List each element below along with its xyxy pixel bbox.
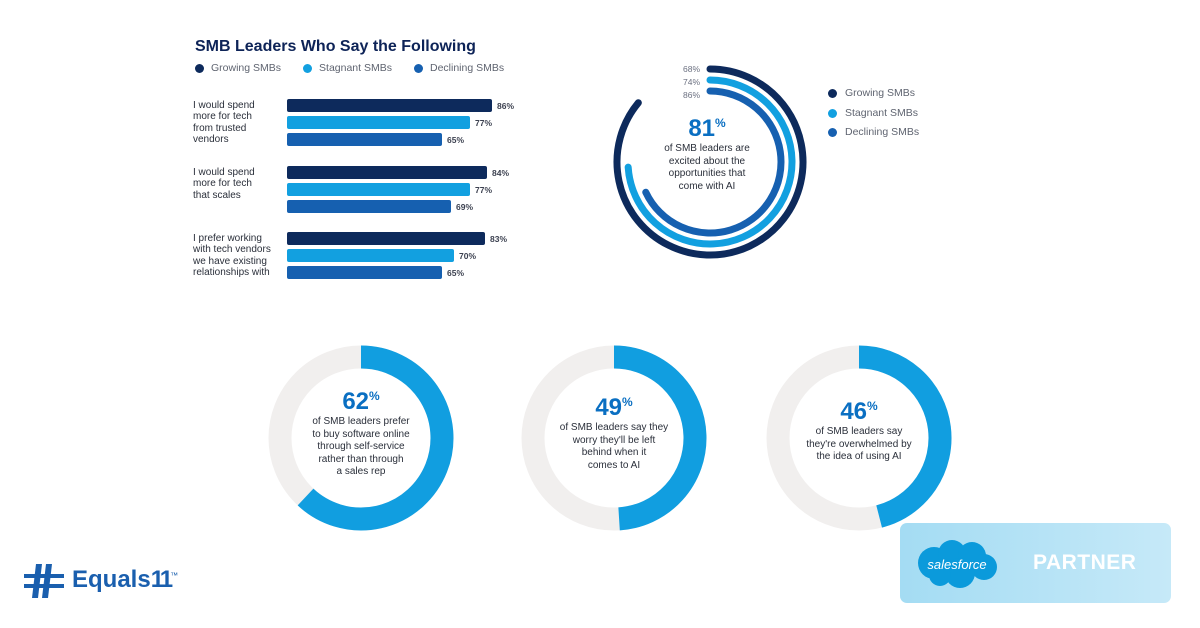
- legend-item-declining: Declining SMBs: [414, 62, 504, 74]
- stat-description: of SMB leaders say they're overwhelmed by…: [806, 426, 912, 462]
- donut-arc: [297, 345, 454, 531]
- donut-arc: [613, 345, 707, 531]
- bar-value-label: 86%: [497, 101, 515, 111]
- ring-value-label: 74%: [682, 77, 700, 87]
- ring-arc-declining-smbs: [642, 87, 785, 237]
- concentric-ring-chart: [613, 65, 807, 259]
- bar: [287, 200, 451, 213]
- bar-value-label: 84%: [492, 168, 510, 178]
- legend-dot: [828, 127, 837, 137]
- legend-dot: [195, 63, 204, 73]
- bar: [287, 99, 492, 112]
- bar: [287, 266, 442, 279]
- legend-dot: [414, 63, 423, 73]
- stat-block-46: 46% of SMB leaders say they're overwhelme…: [789, 398, 929, 464]
- donut-chart-62: [268, 345, 454, 531]
- bar-value-label: 77%: [475, 185, 493, 195]
- equals-logo-icon: [24, 564, 64, 598]
- legend-label: Stagnant SMBs: [845, 107, 918, 119]
- bar: [287, 232, 485, 245]
- legend-dot: [303, 63, 313, 73]
- bar: [287, 183, 470, 196]
- ring-legend-growing: Growing SMBs: [828, 87, 915, 99]
- legend-label: Declining SMBs: [430, 62, 505, 74]
- bar-value-label: 69%: [456, 202, 474, 212]
- salesforce-partner-badge: salesforce PARTNER: [900, 523, 1171, 603]
- equals-logo-text: Equals11™: [72, 566, 179, 593]
- stat-value: 46%: [840, 398, 878, 425]
- bar-category-label: I prefer working with tech vendors we have…: [193, 233, 271, 278]
- ring-legend-stagnant: Stagnant SMBs: [828, 107, 918, 119]
- partner-label: PARTNER: [1033, 551, 1137, 574]
- bar-value-label: 65%: [447, 135, 465, 145]
- bar-category-label: I would spend more for tech from trusted ve…: [193, 100, 255, 145]
- legend-label: Growing SMBs: [211, 62, 282, 74]
- salesforce-logo-text: salesforce: [927, 557, 986, 572]
- bar-value-label: 77%: [475, 118, 493, 128]
- legend-label: Declining SMBs: [845, 126, 920, 138]
- bar-value-label: 65%: [447, 268, 465, 278]
- bar-category-label: I would spend more for tech that scales: [193, 167, 255, 201]
- bar-value-label: 70%: [459, 251, 477, 261]
- ring-value-label: 68%: [682, 64, 700, 74]
- stat-block-62: 62% of SMB leaders prefer to buy software…: [291, 388, 431, 479]
- legend-item-stagnant: Stagnant SMBs: [303, 62, 392, 74]
- bar-chart-title: SMB Leaders Who Say the Following: [195, 38, 476, 55]
- donut-arc: [858, 345, 952, 528]
- bar: [287, 133, 442, 146]
- bar-chart-legend: Growing SMBs Stagnant SMBs Declining SMB…: [195, 62, 504, 74]
- ring-value-label: 86%: [682, 90, 700, 100]
- ring-center-value: 81%: [688, 115, 726, 142]
- bar: [287, 166, 487, 179]
- ring-arc-growing-smbs: [613, 65, 807, 259]
- ring-center: 81% of SMB leaders are excited about the…: [652, 115, 762, 193]
- ring-arc-stagnant-smbs: [624, 76, 796, 248]
- stat-block-49: 49% of SMB leaders say they worry they'll…: [544, 394, 684, 472]
- stat-value: 62%: [342, 388, 380, 415]
- donut-chart-46: [766, 345, 952, 531]
- legend-label: Stagnant SMBs: [319, 62, 392, 74]
- legend-dot: [828, 88, 837, 98]
- bar: [287, 116, 470, 129]
- legend-dot: [828, 108, 837, 118]
- legend-label: Growing SMBs: [845, 87, 916, 99]
- bar-value-label: 83%: [490, 234, 508, 244]
- salesforce-cloud-icon: salesforce: [918, 540, 997, 588]
- bar: [287, 249, 454, 262]
- ring-center-text: of SMB leaders are excited about the opp…: [664, 143, 750, 192]
- stat-value: 49%: [595, 394, 633, 421]
- ring-legend-declining: Declining SMBs: [828, 126, 919, 138]
- donut-chart-49: [521, 345, 707, 531]
- stat-description: of SMB leaders prefer to buy software onl…: [312, 416, 410, 477]
- legend-item-growing: Growing SMBs: [195, 62, 281, 74]
- stat-description: of SMB leaders say they worry they'll be …: [559, 422, 669, 471]
